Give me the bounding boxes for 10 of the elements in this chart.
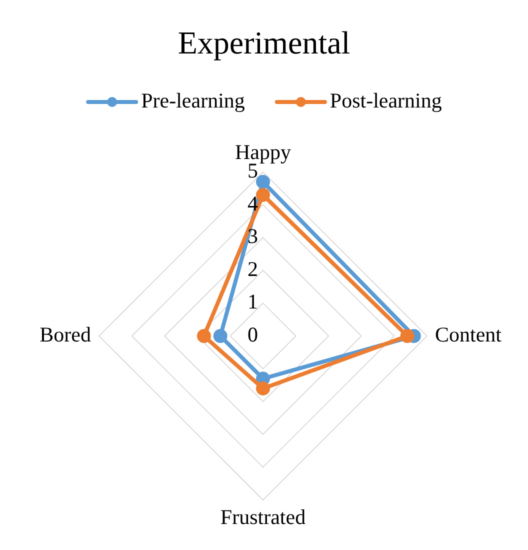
y-tick-label: 2 bbox=[248, 256, 258, 281]
spoke-label: Frustrated bbox=[220, 505, 306, 530]
spoke-label: Content bbox=[435, 322, 502, 347]
y-tick-label: 0 bbox=[248, 322, 258, 347]
legend-label: Pre-learning bbox=[141, 88, 246, 113]
chart-title: Experimental bbox=[178, 24, 350, 60]
y-tick-label: 3 bbox=[248, 224, 258, 248]
legend-label: Post-learning bbox=[330, 88, 442, 113]
y-tick-label: 1 bbox=[248, 290, 258, 314]
spoke-label: Bored bbox=[40, 322, 92, 347]
